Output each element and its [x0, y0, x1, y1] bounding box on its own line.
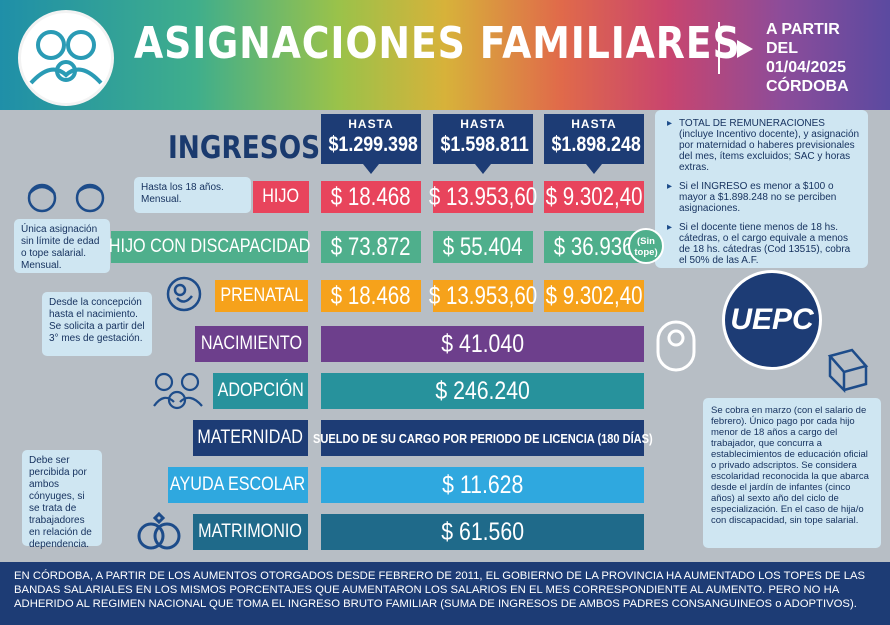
header-banner: ASIGNACIONES FAMILIARES A PARTIR DEL 01/…	[0, 0, 890, 110]
sin-tope-badge: (Sin tope)	[628, 228, 664, 264]
nacimiento-value: $ 41.040	[321, 326, 644, 362]
escolar-value: $ 11.628	[321, 467, 644, 503]
hijo-value-2: $ 13.953,60	[429, 181, 537, 213]
bracket-label: HASTA	[348, 117, 394, 131]
prenatal-value-3: $ 9.302,40	[544, 280, 644, 312]
date-line-2: 01/04/2025	[766, 59, 847, 76]
remuneration-note: TOTAL DE REMUNERACIONES (incluye Incenti…	[655, 110, 868, 268]
book-icon	[822, 346, 872, 399]
prenatal-value-2: $ 13.953,60	[429, 280, 537, 312]
family-icon	[18, 10, 114, 106]
escolar-label: AYUDA ESCOLAR	[168, 467, 308, 503]
income-bracket-2: HASTA $1.598.811	[433, 114, 533, 174]
note-docente-horas: Si el docente tiene menos de 18 hs. cáte…	[667, 222, 860, 266]
discapacidad-value-2: $ 55.404	[433, 231, 533, 263]
adopcion-label: ADOPCIÓN	[213, 373, 308, 409]
footer-note: EN CÓRDOBA, A PARTIR DE LOS AUMENTOS OTO…	[0, 562, 890, 625]
prenatal-value-1: $ 18.468	[321, 280, 421, 312]
children-faces-icon	[14, 178, 114, 219]
page-title: ASIGNACIONES FAMILIARES	[134, 18, 741, 69]
effective-date: A PARTIR DEL 01/04/2025 CÓRDOBA	[766, 20, 876, 96]
hijo-value-3: $ 9.302,40	[544, 181, 644, 213]
discapacidad-value-3: $ 36.936	[544, 231, 644, 263]
discapacidad-note: Única asignación sin límite de edad o to…	[14, 219, 110, 273]
escolar-note: Se cobra en marzo (con el salario de feb…	[703, 398, 881, 548]
matrimonio-note: Debe ser percibida por ambos cónyuges, s…	[22, 450, 102, 550]
hijo-note: Hasta los 18 años. Mensual.	[134, 177, 251, 213]
nacimiento-label: NACIMIENTO	[195, 326, 308, 362]
uepc-logo: UEPC	[722, 270, 822, 370]
matrimonio-label: MATRIMONIO	[193, 514, 308, 550]
adopcion-value: $ 246.240	[321, 373, 644, 409]
bracket-label: HASTA	[460, 117, 506, 131]
income-bracket-1: HASTA $1.299.398	[321, 114, 421, 174]
play-arrow-icon	[737, 40, 753, 58]
maternidad-value: SUELDO DE SU CARGO POR PERIODO DE LICENC…	[313, 420, 652, 456]
bracket-label: HASTA	[571, 117, 617, 131]
discapacidad-label: HIJO CON DISCAPACIDAD	[109, 231, 310, 263]
wedding-rings-icon	[133, 510, 185, 559]
date-line-1: A PARTIR DEL	[766, 21, 840, 57]
bracket-value: $1.598.811	[440, 133, 529, 156]
fetus-icon	[162, 274, 206, 319]
hijo-label: HIJO	[253, 181, 309, 213]
bracket-value: $1.898.248	[551, 133, 641, 156]
note-ingreso-limite: Si el INGRESO es menor a $100 o mayor a …	[667, 181, 860, 214]
prenatal-note: Desde la concepción hasta el nacimiento.…	[42, 292, 152, 356]
date-line-3: CÓRDOBA	[766, 78, 849, 95]
prenatal-label: PRENATAL	[215, 280, 308, 312]
discapacidad-value-1: $ 73.872	[321, 231, 421, 263]
note-total-remuneraciones: TOTAL DE REMUNERACIONES (incluye Incenti…	[667, 118, 860, 173]
adoption-family-icon	[150, 370, 206, 419]
baby-icon	[652, 318, 700, 379]
maternidad-label: MATERNIDAD	[193, 420, 308, 456]
income-bracket-3: HASTA $1.898.248	[544, 114, 644, 174]
matrimonio-value: $ 61.560	[321, 514, 644, 550]
ingresos-label: INGRESOS:	[168, 130, 331, 166]
bracket-value: $1.299.398	[328, 133, 418, 156]
hijo-value-1: $ 18.468	[321, 181, 421, 213]
header-divider	[718, 22, 720, 74]
